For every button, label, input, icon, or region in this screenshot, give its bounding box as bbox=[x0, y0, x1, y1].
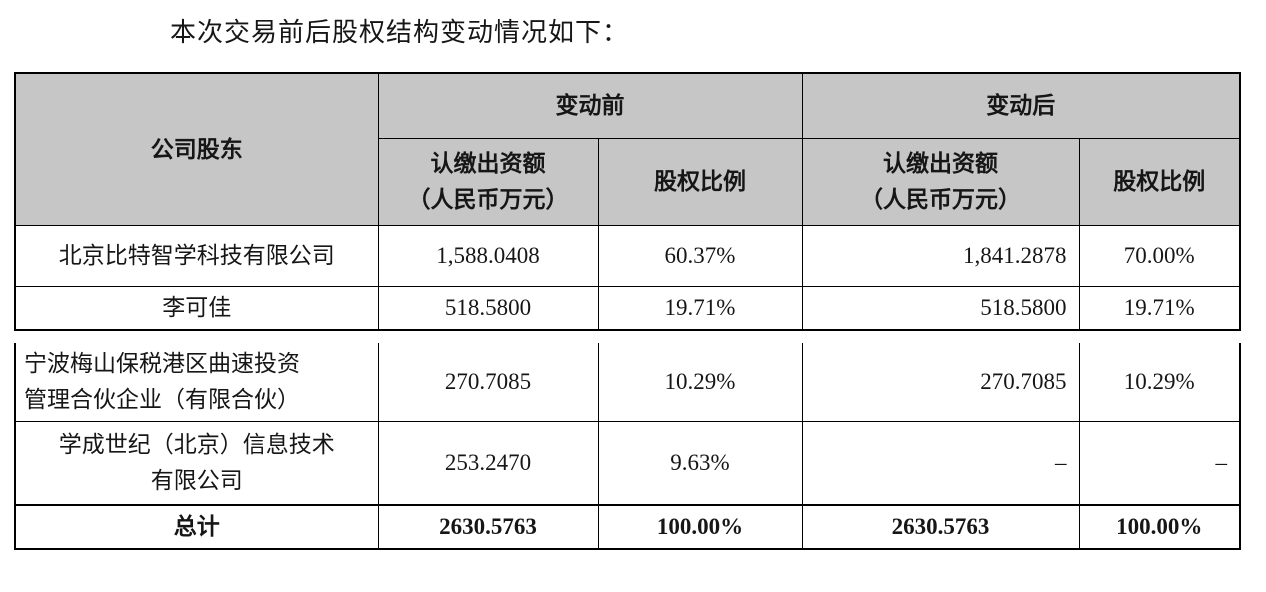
before-amount-cell: 253.2470 bbox=[377, 421, 599, 506]
after-amount-cell: 270.7085 bbox=[801, 343, 1080, 422]
before-ratio-cell: 19.71% bbox=[597, 286, 803, 331]
total-row: 总计 2630.5763 100.00% 2630.5763 100.00% bbox=[14, 504, 1241, 550]
equity-table-part2: 宁波梅山保税港区曲速投资 管理合伙企业（有限合伙） 270.7085 10.29… bbox=[14, 343, 1241, 550]
header-before-amount: 认缴出资额 （人民币万元） bbox=[377, 138, 599, 226]
before-amount-total-cell: 2630.5763 bbox=[377, 504, 599, 550]
after-amount-cell: 1,841.2878 bbox=[801, 225, 1080, 287]
before-ratio-cell: 60.37% bbox=[597, 225, 803, 287]
after-amount-cell: 518.5800 bbox=[801, 286, 1080, 331]
after-ratio-cell: 70.00% bbox=[1078, 225, 1241, 287]
table-row: 学成世纪（北京）信息技术 有限公司 253.2470 9.63% – – bbox=[14, 421, 1241, 506]
header-after-ratio: 股权比例 bbox=[1078, 138, 1241, 226]
before-amount-cell: 1,588.0408 bbox=[377, 225, 599, 287]
table-row: 北京比特智学科技有限公司 1,588.0408 60.37% 1,841.287… bbox=[14, 225, 1241, 287]
before-ratio-cell: 9.63% bbox=[597, 421, 803, 506]
table-row: 李可佳 518.5800 19.71% 518.5800 19.71% bbox=[14, 286, 1241, 331]
header-group-row: 公司股东 变动前 变动后 bbox=[14, 72, 1241, 226]
after-amount-cell: – bbox=[801, 421, 1080, 506]
header-shareholder: 公司股东 bbox=[14, 72, 379, 226]
section-title: 本次交易前后股权结构变动情况如下： bbox=[170, 18, 630, 47]
equity-table-part1: 公司股东 变动前 变动后 认缴出资额 （人民币万元） 股权比例 认缴出资额 （人… bbox=[14, 72, 1241, 331]
before-ratio-total-cell: 100.00% bbox=[597, 504, 803, 550]
after-ratio-cell: – bbox=[1078, 421, 1241, 506]
before-amount-cell: 518.5800 bbox=[377, 286, 599, 331]
header-sub-row: 认缴出资额 （人民币万元） 股权比例 认缴出资额 （人民币万元） 股权比例 bbox=[15, 138, 1241, 226]
table-row: 宁波梅山保税港区曲速投资 管理合伙企业（有限合伙） 270.7085 10.29… bbox=[14, 343, 1241, 422]
after-ratio-total-cell: 100.00% bbox=[1078, 504, 1241, 550]
total-label-cell: 总计 bbox=[14, 504, 379, 550]
before-amount-cell: 270.7085 bbox=[377, 343, 599, 422]
after-amount-total-cell: 2630.5763 bbox=[801, 504, 1080, 550]
before-ratio-cell: 10.29% bbox=[597, 343, 803, 422]
shareholder-name-cell: 宁波梅山保税港区曲速投资 管理合伙企业（有限合伙） bbox=[14, 343, 379, 422]
after-ratio-cell: 19.71% bbox=[1078, 286, 1241, 331]
shareholder-name-cell: 李可佳 bbox=[14, 286, 379, 331]
header-before-ratio: 股权比例 bbox=[597, 138, 803, 226]
header-after: 变动后 bbox=[801, 72, 1241, 139]
shareholder-name-cell: 学成世纪（北京）信息技术 有限公司 bbox=[14, 421, 379, 506]
shareholder-name-cell: 北京比特智学科技有限公司 bbox=[14, 225, 379, 287]
header-before: 变动前 bbox=[377, 72, 803, 139]
header-after-amount: 认缴出资额 （人民币万元） bbox=[801, 138, 1080, 226]
after-ratio-cell: 10.29% bbox=[1078, 343, 1241, 422]
